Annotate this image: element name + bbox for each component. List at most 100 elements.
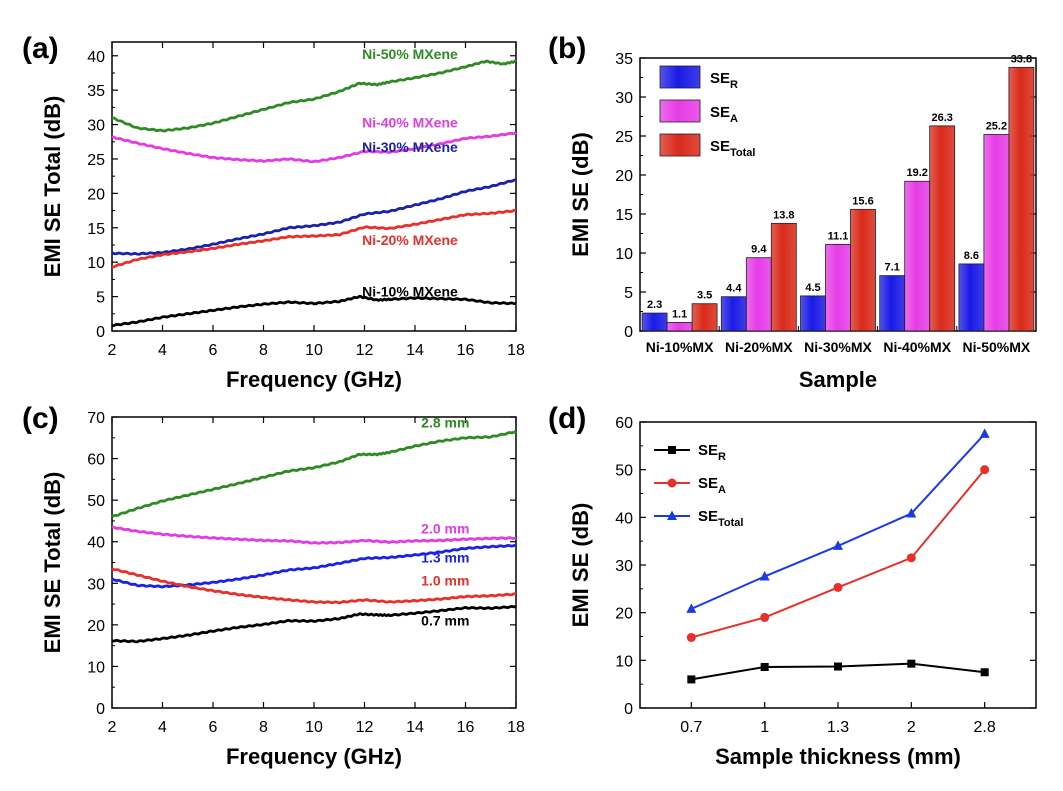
bar [929, 125, 956, 332]
series-label-4: Ni-10% MXene [362, 284, 458, 300]
legend-label-2-sub: Total [730, 147, 755, 159]
x-tick-label: 0.7 [680, 719, 702, 736]
x-tick-label: 6 [209, 342, 218, 359]
bar-value-label: 25.2 [986, 120, 1007, 132]
legend-marker [668, 446, 676, 454]
y-tick-label: 35 [615, 51, 633, 68]
y-tick-label: 20 [615, 168, 633, 185]
x-tick-label: 8 [259, 719, 268, 736]
y-tick-label: 5 [96, 290, 105, 307]
series-line-4 [111, 294, 517, 328]
bar [983, 134, 1010, 332]
x-axis-title: Frequency (GHz) [226, 744, 402, 769]
legend-label-2: SETotal [698, 508, 743, 529]
x-tick-label: 16 [457, 342, 475, 359]
legend-label-2-sub: Total [718, 517, 743, 529]
y-tick-label: 20 [615, 606, 633, 623]
y-tick-label: 40 [87, 49, 105, 66]
series-line-1 [111, 131, 517, 164]
x-tick-label: 12 [356, 342, 374, 359]
marker-circle [906, 553, 916, 563]
chart-panel-3: 0 10 20 30 40 50 60 EMI SE (dB) Sample thickness… [548, 402, 1037, 769]
series-line-4 [111, 604, 517, 644]
y-tick-label: 15 [87, 221, 105, 238]
bar-value-label: 19.2 [906, 167, 927, 179]
marker-square [760, 663, 769, 672]
x-tick-label: 14 [406, 719, 424, 736]
x-tick-label: 18 [507, 342, 525, 359]
x-tick-label: Ni-50%MX [963, 339, 1031, 355]
panel-label: (c) [22, 402, 59, 435]
marker-square [907, 659, 916, 668]
legend-label-0-sub: R [730, 79, 738, 91]
legend-label-1: SEA [698, 475, 726, 496]
x-tick-label: 2 [108, 342, 117, 359]
series-line-3 [111, 567, 517, 605]
y-axis-title: EMI SE Total (dB) [40, 472, 65, 654]
x-tick-label: 1 [760, 719, 769, 736]
y-tick-label: 10 [615, 653, 633, 670]
y-tick-label: 25 [615, 129, 633, 146]
bar [825, 244, 851, 332]
y-tick-label: 0 [96, 324, 105, 341]
panel-label: (d) [548, 402, 586, 435]
bar-value-label: 33.8 [1011, 53, 1032, 65]
y-tick-label: 20 [87, 186, 105, 203]
marker-triangle [906, 508, 917, 518]
x-tick-label: 4 [158, 342, 167, 359]
y-tick-label: 0 [624, 701, 633, 718]
legend-label-0-sub: R [718, 451, 726, 463]
bar [745, 257, 772, 332]
x-tick-label: 2 [907, 719, 916, 736]
bar-value-label: 7.1 [885, 262, 900, 274]
y-tick-label: 0 [96, 701, 105, 718]
marker-circle [760, 612, 770, 622]
bar [691, 303, 718, 332]
x-axis-title: Sample [799, 367, 877, 392]
legend-marker [667, 478, 677, 488]
legend-label-2-base: SE [710, 138, 730, 155]
y-tick-label: 30 [87, 118, 105, 135]
bar [1008, 66, 1035, 332]
x-tick-label: 2.8 [974, 719, 996, 736]
marker-triangle [686, 603, 697, 613]
series-line-1 [111, 525, 517, 545]
y-tick-label: 50 [87, 493, 105, 510]
x-tick-label: 2 [108, 719, 117, 736]
series-label-1: 2.0 mm [421, 520, 469, 536]
legend-label-2-base: SE [698, 508, 718, 525]
x-tick-label: Ni-10%MX [646, 339, 714, 355]
panel-label: (a) [22, 32, 59, 65]
bar-value-label: 4.5 [805, 282, 820, 294]
x-tick-label: 4 [158, 719, 167, 736]
x-tick-label: Ni-30%MX [804, 339, 872, 355]
y-tick-label: 30 [615, 90, 633, 107]
series-label-2: 1.3 mm [421, 550, 469, 566]
legend-label-2: SETotal [710, 138, 755, 159]
y-tick-label: 40 [615, 510, 633, 527]
legend-label-1-sub: A [718, 484, 726, 496]
series-label-4: 0.7 mm [421, 613, 469, 629]
bar-value-label: 4.4 [726, 283, 742, 295]
y-tick-label: 15 [615, 207, 633, 224]
x-tick-label: 10 [305, 342, 323, 359]
bar [958, 263, 985, 332]
legend-label-1-base: SE [698, 475, 718, 492]
x-tick-label: 18 [507, 719, 525, 736]
y-tick-label: 60 [87, 452, 105, 469]
bar-value-label: 3.5 [697, 290, 712, 302]
y-tick-label: 10 [615, 246, 633, 263]
y-tick-label: 10 [87, 659, 105, 676]
series-line-1 [691, 469, 986, 639]
series-label-3: 1.0 mm [421, 572, 469, 588]
y-tick-label: 0 [624, 324, 633, 341]
x-axis-title: Frequency (GHz) [226, 367, 402, 392]
marker-square [980, 668, 989, 677]
y-axis-title: EMI SE (dB) [568, 503, 593, 628]
bar [800, 295, 826, 332]
series-label-0: 2.8 mm [421, 414, 469, 430]
bar-value-label: 1.1 [672, 308, 687, 320]
legend-swatch [659, 133, 701, 157]
chart-panel-0: 0 5 10 15 20 25 30 35 40 EMI SE Total (dB) Frequen… [22, 32, 525, 392]
